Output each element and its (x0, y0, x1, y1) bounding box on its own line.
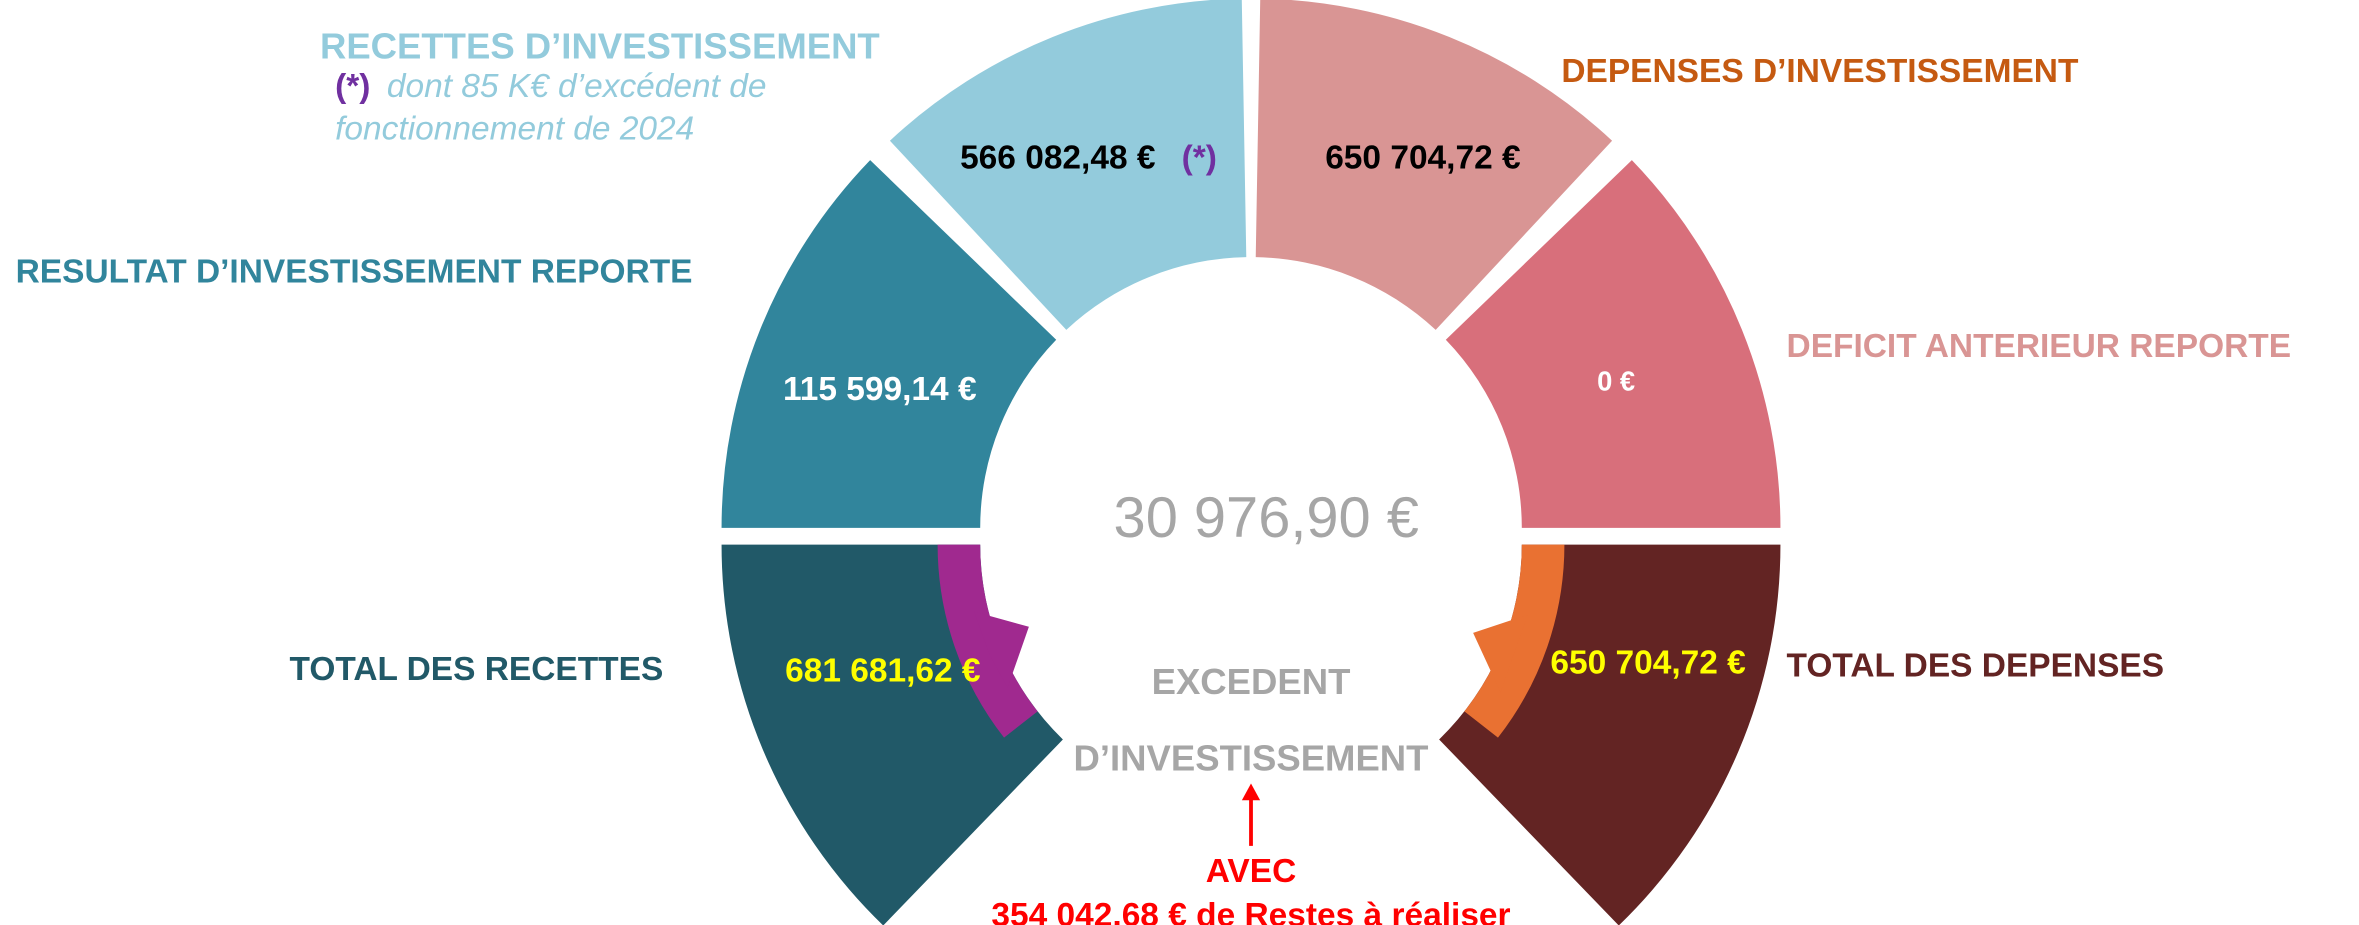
segment-title: RESULTAT D’INVESTISSEMENT REPORTE (16, 254, 693, 291)
arrow-head (974, 611, 1029, 688)
ring (721, 0, 1781, 925)
segment-value: 566 082,48 € (960, 140, 1156, 177)
segment-value: 650 704,72 € (1325, 140, 1521, 177)
segment-title: TOTAL DES DEPENSES (1787, 648, 2165, 685)
segment-title: TOTAL DES RECETTES (289, 651, 663, 688)
note-text: dont 85 K€ d’excédent de (387, 68, 767, 105)
segment-value: 0 € (1597, 366, 1635, 397)
ring-segment (1439, 544, 1781, 925)
note-marker: (*) (335, 68, 370, 105)
arrow-head (1241, 783, 1261, 801)
ring-segment (721, 544, 1063, 925)
footnote: AVEC (1206, 853, 1297, 890)
segment-title: DEFICIT ANTERIEUR REPORTE (1787, 328, 2292, 365)
center-value: 30 976,90 € (1114, 486, 1419, 550)
center-label: D’INVESTISSEMENT (1074, 737, 1429, 778)
footnote: 354 042,68 € de Restes à réaliser (991, 897, 1510, 925)
segment-title: RECETTES D’INVESTISSEMENT (320, 25, 880, 66)
ring-segment (889, 0, 1247, 330)
segment-marker: (*) (1182, 140, 1217, 177)
segment-value: 115 599,14 € (783, 371, 977, 408)
center-label: EXCEDENT (1152, 661, 1351, 702)
ring-segment (1255, 0, 1613, 330)
segment-title: DEPENSES D’INVESTISSEMENT (1561, 53, 2079, 90)
ring-segment (1445, 160, 1781, 528)
segment-value: 650 704,72 € (1550, 645, 1746, 682)
ring-segment (721, 160, 1057, 528)
note-text: fonctionnement de 2024 (335, 111, 694, 148)
segment-value: 681 681,62 € (785, 652, 981, 689)
arrow-head (1473, 614, 1528, 693)
